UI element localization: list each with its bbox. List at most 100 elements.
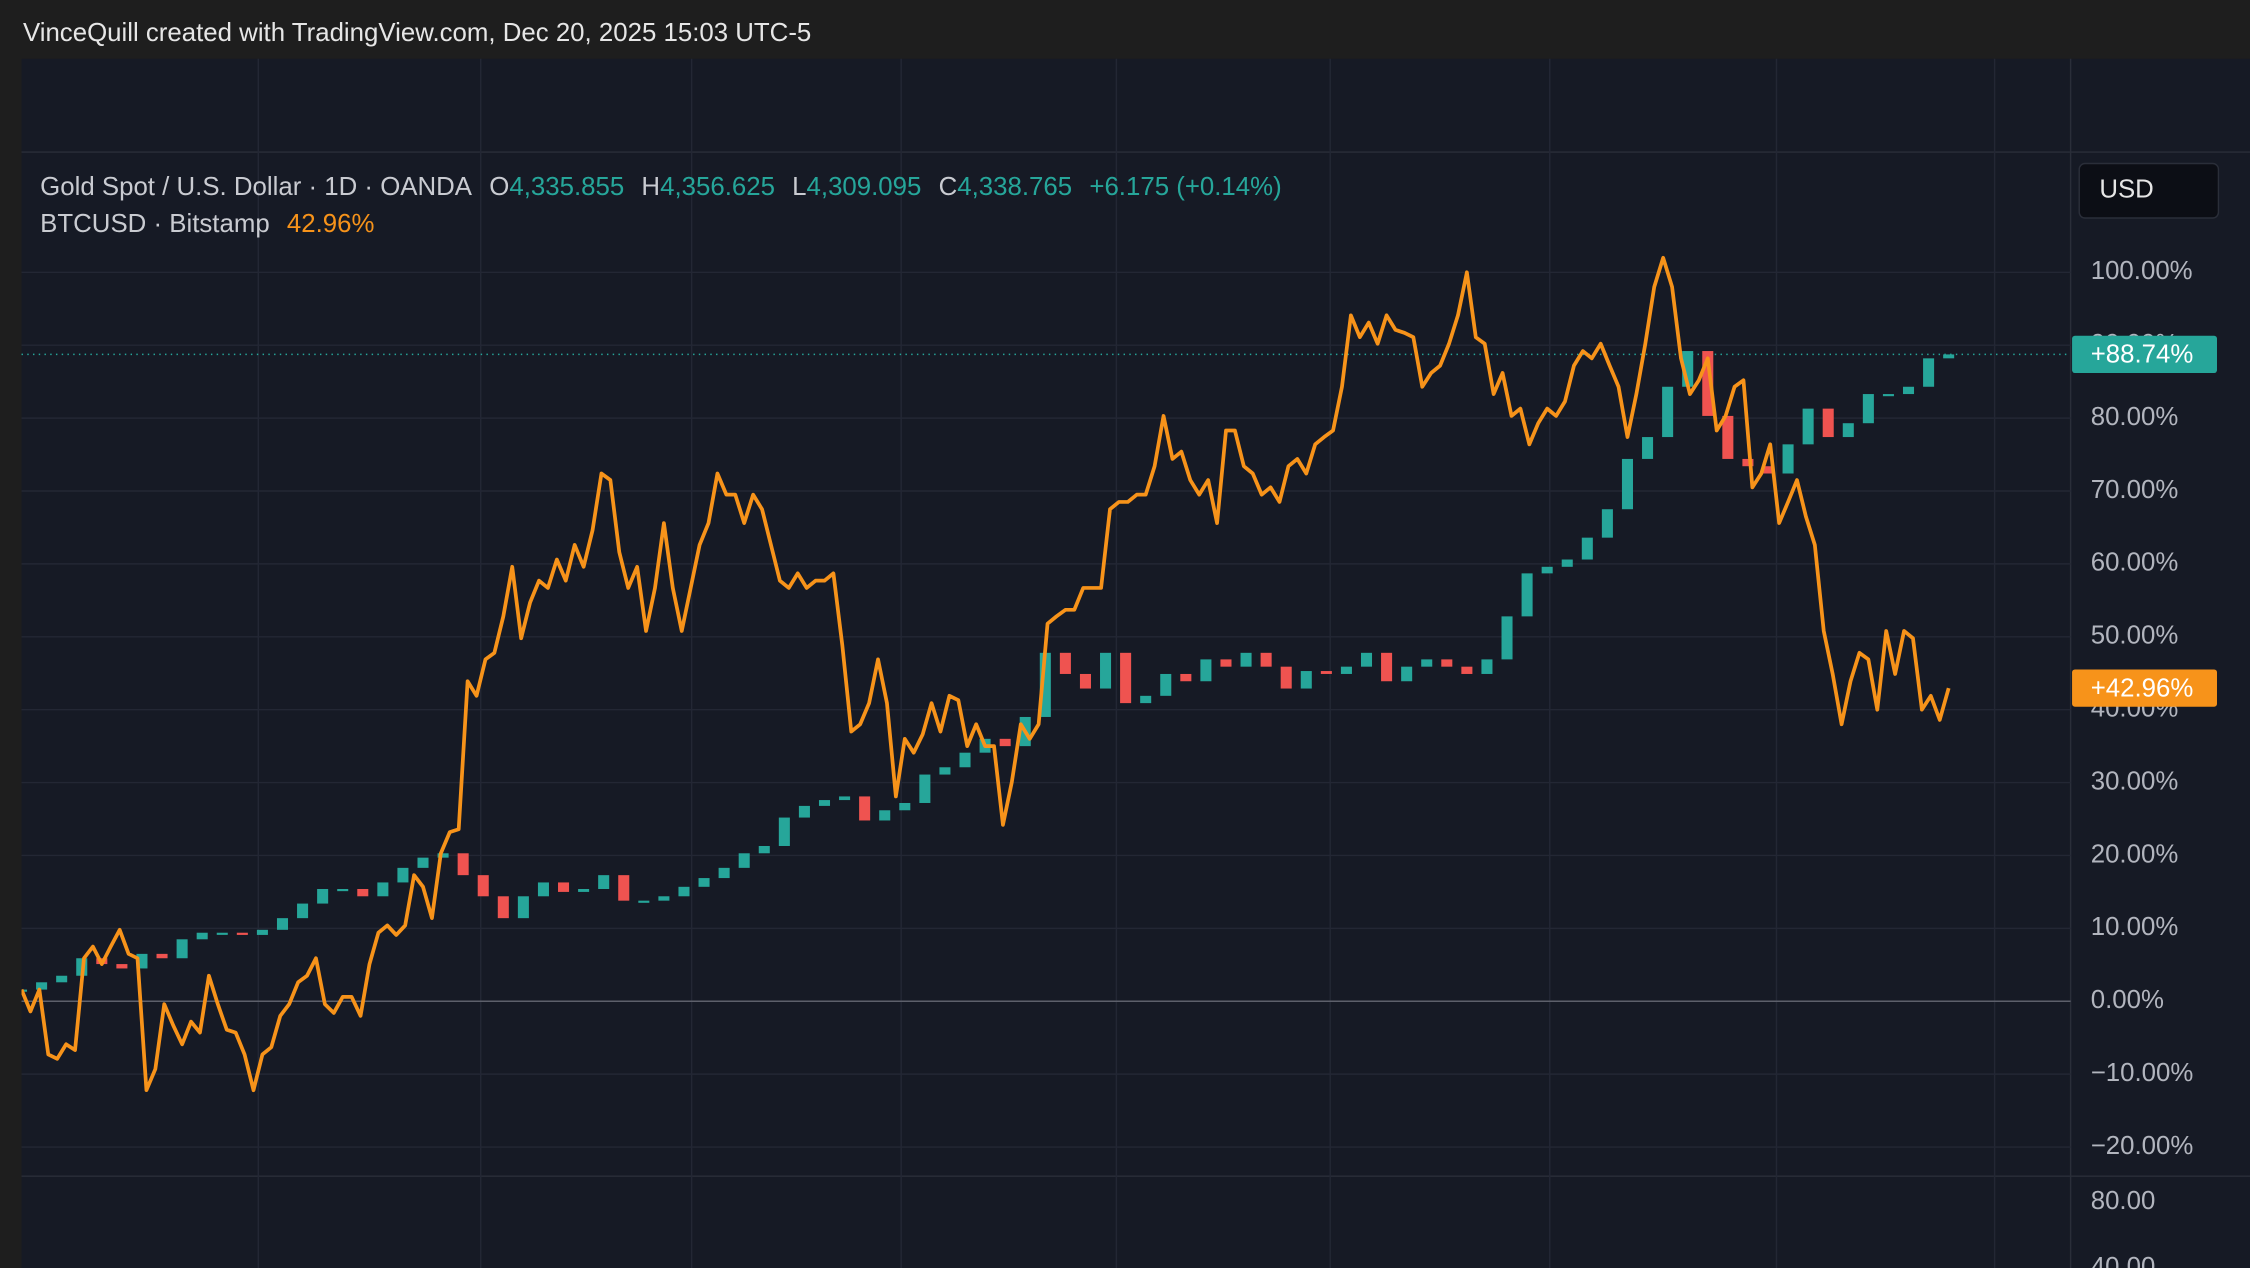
ohlc-value: 4,338.765 bbox=[957, 173, 1072, 201]
candle bbox=[798, 805, 810, 818]
y-tick-label: 0.00% bbox=[2091, 986, 2164, 1014]
candle bbox=[417, 857, 429, 868]
candle bbox=[1822, 408, 1834, 438]
ohlc-value: 4,309.095 bbox=[807, 173, 922, 201]
candle bbox=[879, 810, 891, 821]
candle bbox=[678, 886, 690, 897]
candle bbox=[558, 882, 570, 892]
candle bbox=[156, 953, 168, 959]
candle bbox=[1300, 671, 1312, 689]
candle bbox=[758, 845, 770, 854]
y-tick-label: 20.00% bbox=[2091, 840, 2179, 868]
candle bbox=[859, 796, 871, 821]
candle bbox=[1702, 351, 1714, 416]
candle bbox=[818, 800, 831, 806]
candle bbox=[1561, 559, 1573, 567]
candle bbox=[999, 738, 1011, 747]
header: VinceQuill created with TradingView.com,… bbox=[23, 19, 811, 47]
line bbox=[21, 255, 1951, 1093]
legend-value: 42.96% bbox=[287, 210, 375, 238]
candle bbox=[477, 875, 489, 897]
candle bbox=[1461, 666, 1473, 674]
candle bbox=[196, 932, 208, 940]
candle bbox=[1280, 666, 1292, 689]
candle bbox=[1802, 408, 1814, 445]
chart-area bbox=[21, 58, 2250, 1268]
candle bbox=[1160, 673, 1172, 696]
candle bbox=[1642, 437, 1654, 459]
plot bbox=[21, 255, 1955, 1093]
candle bbox=[1882, 394, 1894, 397]
candle bbox=[136, 953, 148, 969]
ohlc-key: C bbox=[939, 173, 958, 201]
candle bbox=[256, 929, 268, 935]
candle bbox=[497, 896, 509, 919]
candle bbox=[1100, 652, 1112, 689]
candle bbox=[1441, 659, 1453, 667]
y-tick-label: 10.00% bbox=[2091, 913, 2179, 941]
lower-tick-label: 40.00 bbox=[2091, 1253, 2156, 1268]
candle bbox=[578, 888, 590, 892]
candle bbox=[598, 875, 610, 889]
y-tick-label: −10.00% bbox=[2091, 1059, 2194, 1087]
candle bbox=[718, 867, 730, 879]
candle bbox=[1521, 573, 1533, 617]
candle bbox=[1421, 659, 1433, 667]
candle bbox=[1340, 666, 1352, 674]
candle bbox=[1180, 673, 1192, 682]
y-tick-label: −20.00% bbox=[2091, 1132, 2194, 1160]
currency-button[interactable] bbox=[2078, 162, 2220, 219]
price-badge bbox=[2072, 335, 2217, 374]
candle bbox=[36, 982, 48, 990]
candle bbox=[1762, 466, 1774, 474]
candle bbox=[1902, 386, 1915, 395]
change: +6.175 (+0.14%) bbox=[1089, 173, 1281, 201]
candle bbox=[537, 882, 549, 897]
candle bbox=[1943, 354, 1955, 359]
legend-btc: BTCUSD · Bitstamp 42.96% bbox=[40, 210, 374, 238]
candle bbox=[1842, 423, 1854, 438]
candle bbox=[437, 853, 449, 858]
candle bbox=[1722, 415, 1734, 459]
y-tick-label: 80.00% bbox=[2091, 403, 2179, 431]
candle bbox=[1120, 652, 1132, 704]
candle bbox=[658, 896, 670, 901]
price-badge-label: +42.96% bbox=[2091, 674, 2194, 702]
y-tick-label: 30.00% bbox=[2091, 767, 2179, 795]
candle bbox=[839, 796, 851, 801]
candle bbox=[1260, 652, 1272, 667]
candle bbox=[1581, 537, 1593, 560]
candle bbox=[738, 853, 750, 868]
candle bbox=[1501, 616, 1513, 660]
candle bbox=[618, 875, 630, 901]
candle bbox=[899, 802, 911, 811]
candle bbox=[939, 767, 951, 775]
candle bbox=[919, 774, 931, 803]
candle bbox=[1541, 566, 1553, 574]
candle bbox=[1079, 673, 1091, 689]
currency-label[interactable]: USD bbox=[2099, 176, 2154, 204]
candle bbox=[1601, 509, 1613, 538]
ohlc-value: 4,356.625 bbox=[660, 173, 775, 201]
candle bbox=[1401, 666, 1413, 682]
candle bbox=[297, 903, 309, 919]
y-tick-label: 50.00% bbox=[2091, 622, 2179, 650]
candle bbox=[21, 989, 28, 992]
candle bbox=[1320, 671, 1332, 674]
price-badge-label: +88.74% bbox=[2091, 341, 2194, 369]
candle bbox=[337, 888, 349, 892]
candle bbox=[1782, 444, 1794, 474]
candle bbox=[1662, 386, 1674, 438]
lower-tick-label: 80.00 bbox=[2091, 1187, 2156, 1215]
y-axis: −20.00% −10.00% 0.00% 10.00% 20.00% 30.00% 40.… bbox=[2072, 257, 2217, 1268]
candle bbox=[698, 878, 710, 887]
candle bbox=[1682, 351, 1694, 387]
candle bbox=[638, 900, 650, 903]
candle bbox=[176, 939, 188, 959]
candle bbox=[1923, 358, 1935, 387]
price-badge bbox=[2072, 669, 2217, 707]
candle bbox=[1742, 458, 1754, 467]
legend-name: Gold Spot / U.S. Dollar · 1D · OANDA bbox=[40, 173, 473, 201]
